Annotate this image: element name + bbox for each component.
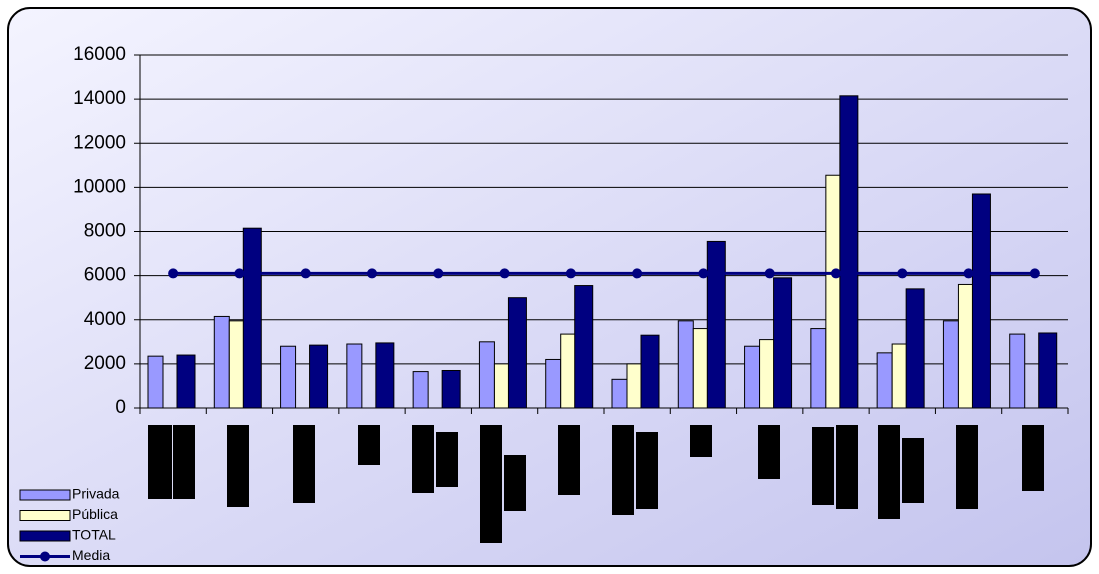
bar (280, 345, 297, 409)
bar (626, 363, 643, 409)
bar (545, 358, 562, 409)
bar (412, 371, 429, 409)
y-tick-label: 2000 (84, 353, 126, 374)
chart-frame (7, 7, 1092, 567)
media-marker (897, 268, 908, 279)
bar (692, 328, 709, 409)
bar (611, 378, 628, 409)
bar (478, 341, 495, 409)
y-tick-label: 0 (115, 397, 126, 418)
media-marker (698, 268, 709, 279)
bar (147, 355, 164, 409)
bar (744, 345, 761, 409)
bar (1038, 332, 1058, 409)
y-tick-label: 12000 (73, 132, 126, 153)
media-marker (1029, 268, 1040, 279)
legend-label: Media (72, 547, 110, 563)
bar (375, 342, 395, 409)
bar (825, 174, 842, 409)
legend-swatch (19, 489, 71, 501)
bar (905, 288, 925, 409)
y-tick-label: 14000 (73, 88, 126, 109)
bar (1009, 333, 1026, 409)
legend-label: Pública (72, 506, 118, 522)
bar (971, 193, 991, 409)
media-marker (367, 268, 377, 279)
bar (677, 320, 694, 409)
bar (839, 95, 859, 409)
bar (773, 277, 793, 409)
bar (640, 334, 660, 409)
legend-label: TOTAL (72, 527, 116, 543)
legend-swatch (40, 551, 50, 562)
y-tick-label: 16000 (73, 44, 126, 65)
media-marker (433, 268, 444, 279)
y-tick-label: 4000 (84, 309, 126, 330)
bar (574, 285, 594, 409)
media-marker (499, 268, 510, 279)
bar (176, 354, 196, 409)
y-tick-label: 6000 (84, 265, 126, 286)
bar (309, 344, 329, 409)
bar (810, 328, 827, 409)
media-marker (963, 268, 974, 279)
bar (346, 343, 363, 409)
y-tick-label: 8000 (84, 221, 126, 242)
bar (213, 315, 230, 409)
bar (493, 363, 510, 409)
media-marker (234, 268, 245, 279)
legend-label: Privada (72, 486, 120, 502)
bar (876, 352, 893, 409)
bar (891, 343, 908, 409)
media-marker (168, 268, 179, 279)
bar (957, 283, 974, 409)
y-tick-label: 10000 (73, 176, 126, 197)
media-marker (632, 268, 643, 279)
bar (228, 320, 245, 409)
media-marker (565, 268, 576, 279)
media-marker (300, 268, 311, 279)
media-marker (831, 268, 841, 279)
redactions (148, 425, 1044, 543)
legend-swatch (19, 530, 71, 542)
bar (507, 297, 527, 409)
bar (242, 227, 262, 409)
bar (560, 333, 577, 409)
bar (759, 339, 776, 409)
bar (441, 369, 461, 409)
media-marker (764, 268, 775, 279)
legend-swatch (19, 510, 71, 521)
bar (706, 240, 726, 409)
bar (942, 320, 959, 409)
